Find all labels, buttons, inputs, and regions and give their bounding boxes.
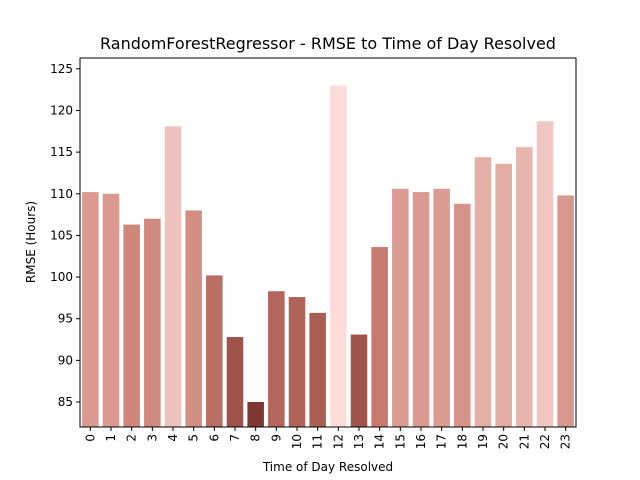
x-tick-label: 23 xyxy=(559,434,573,449)
bar-3 xyxy=(144,218,161,427)
y-tick-label: 110 xyxy=(50,187,73,201)
x-tick-label: 6 xyxy=(207,434,221,442)
x-tick-label: 4 xyxy=(166,434,180,442)
bar-16 xyxy=(412,192,430,427)
y-tick-label: 125 xyxy=(50,62,73,76)
bar-1 xyxy=(102,193,120,427)
x-tick-label: 1 xyxy=(104,434,118,442)
bar-10 xyxy=(288,297,306,427)
x-tick-label: 14 xyxy=(373,434,387,449)
x-tick-label: 3 xyxy=(145,434,159,442)
x-tick-label: 22 xyxy=(538,434,552,449)
x-tick-label: 9 xyxy=(269,434,283,442)
y-tick-label: 105 xyxy=(50,228,73,242)
bar-20 xyxy=(495,163,512,427)
bar-7 xyxy=(226,337,244,427)
x-tick-label: 8 xyxy=(249,434,263,442)
bar-0 xyxy=(82,192,99,427)
x-tick-label: 17 xyxy=(435,434,449,449)
x-tick-label: 18 xyxy=(455,434,469,449)
x-tick-label: 13 xyxy=(352,434,366,449)
bar-9 xyxy=(268,291,285,427)
y-axis-label: RMSE (Hours) xyxy=(24,201,38,283)
bar-15 xyxy=(392,188,409,427)
bar-8 xyxy=(247,402,264,427)
bar-19 xyxy=(474,157,492,428)
x-tick-label: 5 xyxy=(187,434,201,442)
x-tick-label: 12 xyxy=(331,434,345,449)
x-tick-label: 0 xyxy=(83,434,97,442)
x-tick-label: 21 xyxy=(517,434,531,449)
x-axis-label: Time of Day Resolved xyxy=(262,460,393,474)
x-tick-label: 10 xyxy=(290,434,304,449)
bar-12 xyxy=(330,85,347,428)
y-tick-label: 115 xyxy=(50,145,73,159)
bar-4 xyxy=(164,126,182,427)
bar-14 xyxy=(371,247,388,427)
y-tick-label: 95 xyxy=(58,312,73,326)
x-tick-label: 7 xyxy=(228,434,242,442)
plot-frame xyxy=(79,57,577,428)
bar-22 xyxy=(536,121,554,427)
bar-2 xyxy=(123,224,140,427)
x-tick-label: 16 xyxy=(414,434,428,449)
y-axis: 85 90 95 100 105 110 115 120 125 xyxy=(50,62,80,409)
x-tick-label: 15 xyxy=(393,434,407,449)
x-axis: 0 1 2 3 4 5 6 7 8 9 10 11 12 13 14 15 16 17 18 19 20 21 22 23 xyxy=(83,427,573,449)
bar-13 xyxy=(350,334,368,427)
y-tick-label: 100 xyxy=(50,270,73,284)
bar-21 xyxy=(516,147,533,427)
bar-5 xyxy=(185,210,202,427)
y-tick-label: 90 xyxy=(58,353,73,367)
y-tick-label: 120 xyxy=(50,103,73,117)
x-tick-label: 20 xyxy=(497,434,511,449)
bar-17 xyxy=(433,188,450,427)
x-tick-label: 19 xyxy=(476,434,490,449)
bars-group xyxy=(82,85,574,428)
x-tick-label: 2 xyxy=(125,434,139,442)
bar-6 xyxy=(206,275,223,427)
bar-11 xyxy=(309,312,326,427)
chart-title: RandomForestRegressor - RMSE to Time of … xyxy=(100,34,556,53)
bar-23 xyxy=(557,195,574,427)
x-tick-label: 11 xyxy=(311,434,325,449)
y-tick-label: 85 xyxy=(58,395,73,409)
bar-18 xyxy=(454,203,471,427)
